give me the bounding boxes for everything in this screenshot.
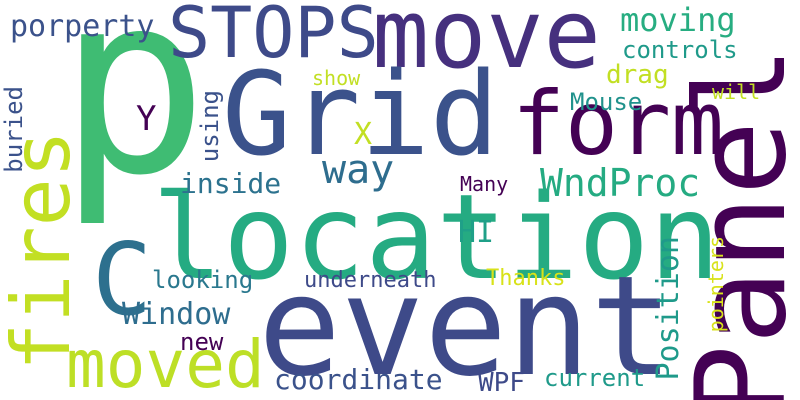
word-show: show — [312, 66, 361, 90]
word-p: p — [58, 0, 209, 230]
word-thanks: Thanks — [486, 266, 566, 291]
word-location: location — [152, 168, 721, 306]
word-moved: moved — [66, 326, 265, 400]
word-many: Many — [460, 172, 509, 196]
word-hi: HI — [458, 215, 495, 250]
word-form: form — [512, 72, 724, 175]
word-buried: buried — [0, 86, 28, 173]
word-current: current — [544, 364, 646, 392]
word-x: X — [354, 117, 373, 152]
word-using: using — [196, 90, 224, 163]
word-wpf: WPF — [478, 368, 525, 398]
word-wndproc: WndProc — [540, 161, 701, 205]
word-controls: controls — [622, 36, 738, 64]
word-grid: Grid — [222, 48, 499, 182]
word-pointers: pointers — [704, 236, 728, 333]
word-move: move — [372, 0, 601, 90]
word-stops: STOPS — [168, 0, 379, 74]
word-porperty: porperty — [10, 9, 155, 44]
word-underneath: underneath — [304, 268, 437, 293]
word-position: Position — [651, 236, 686, 381]
word-new: new — [180, 328, 224, 356]
word-drag: drag — [606, 60, 669, 90]
word-way: way — [322, 147, 395, 193]
word-will: will — [712, 80, 761, 104]
word-mouse: Mouse — [570, 88, 643, 116]
word-c: C — [92, 221, 153, 338]
word-inside: inside — [180, 167, 282, 200]
word-window: Window — [122, 297, 231, 332]
word-looking: looking — [152, 266, 254, 294]
word-event: event — [258, 246, 674, 400]
word-coordinate: coordinate — [274, 363, 443, 396]
word-y: Y — [136, 99, 157, 139]
word-moving: moving — [620, 1, 736, 39]
